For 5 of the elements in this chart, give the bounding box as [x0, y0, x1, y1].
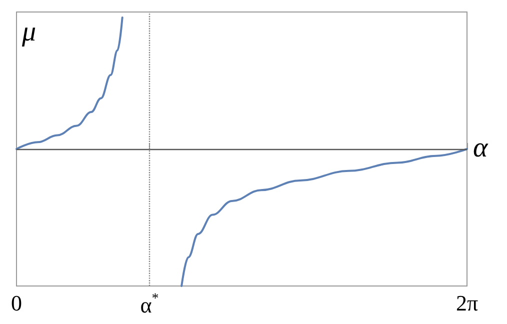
x-tick-label: 2π [456, 290, 478, 316]
x-tick-label: 0 [11, 290, 22, 316]
y-axis-title: μ [21, 16, 36, 48]
x-axis-title: α [473, 132, 489, 164]
x-tick-label: α* [140, 292, 159, 318]
